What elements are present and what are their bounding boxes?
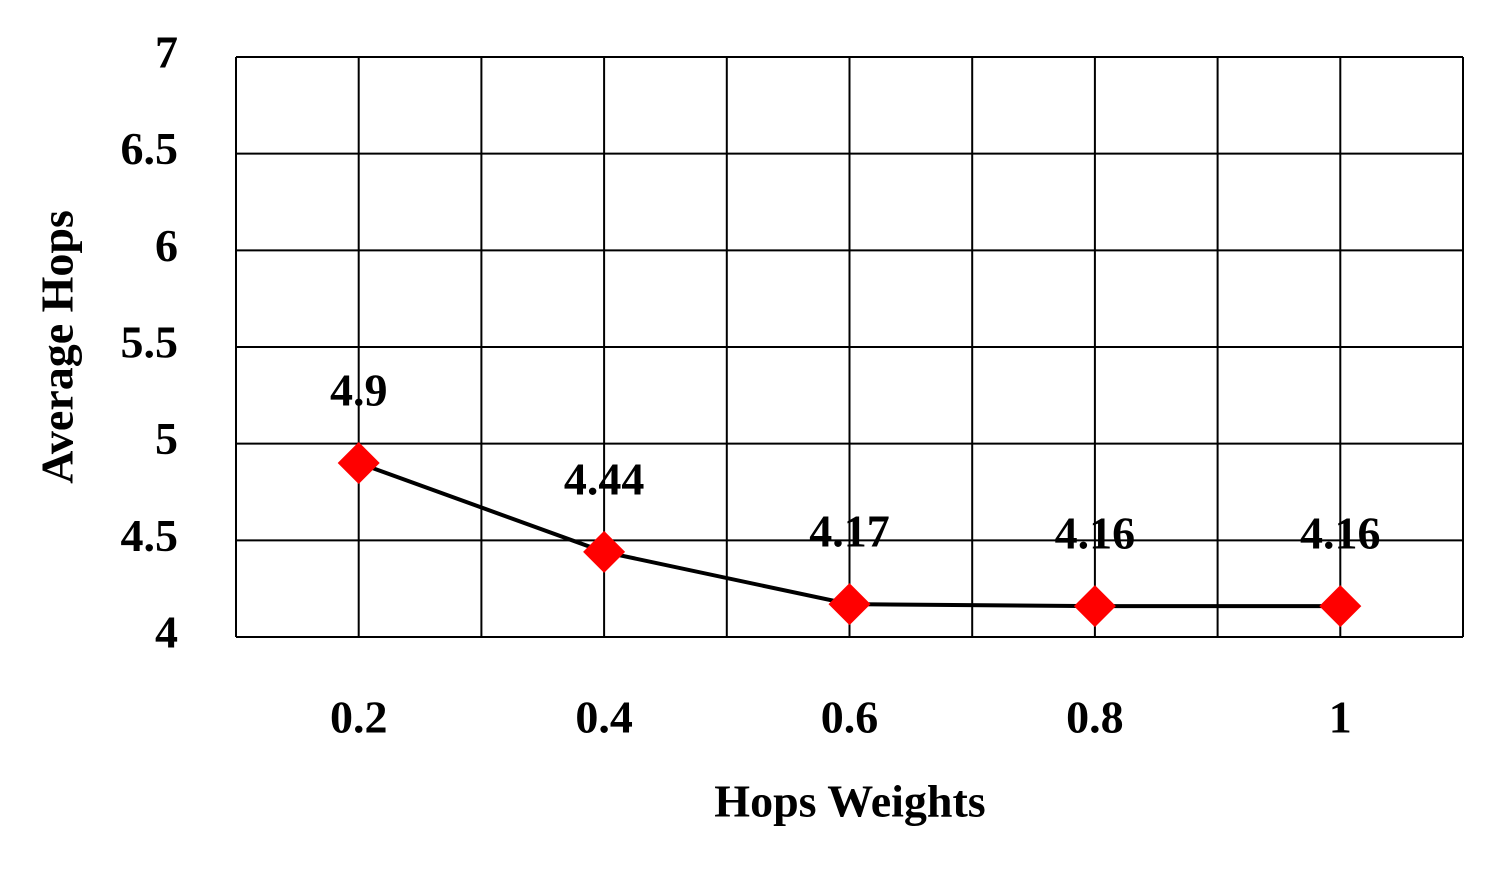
x-tick-label: 0.4 — [575, 692, 633, 743]
marker — [828, 583, 871, 626]
y-axis-title: Average Hops — [32, 210, 83, 484]
x-axis-title: Hops Weights — [714, 776, 985, 827]
y-tick-label: 6 — [155, 220, 178, 271]
y-tick-label: 4.5 — [121, 510, 179, 561]
y-tick-label: 7 — [155, 27, 178, 78]
marker — [583, 530, 626, 573]
marker — [1073, 585, 1116, 628]
data-label: 4.17 — [809, 506, 890, 557]
y-tick-label: 5.5 — [121, 317, 179, 368]
y-tick-label: 5 — [155, 413, 178, 464]
y-tick-label: 4 — [155, 607, 178, 658]
x-tick-label: 0.8 — [1066, 692, 1124, 743]
marker — [337, 442, 380, 484]
y-tick-label: 6.5 — [121, 123, 179, 174]
x-tick-label: 0.2 — [330, 692, 388, 743]
marker — [1319, 585, 1362, 628]
x-tick-label: 1 — [1329, 692, 1352, 743]
data-label: 4.16 — [1300, 508, 1381, 559]
x-tick-label: 0.6 — [821, 692, 879, 743]
data-label: 4.16 — [1055, 508, 1136, 559]
data-label: 4.9 — [330, 365, 388, 416]
data-label: 4.44 — [564, 453, 645, 504]
